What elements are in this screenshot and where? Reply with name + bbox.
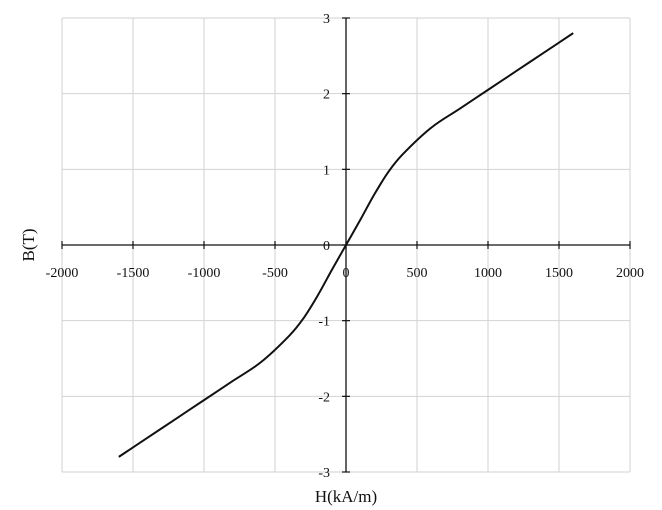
tick-labels: -2000 -1500 -1000 -500 0 500 1000 1500 2000 -3 -2 -… <box>46 12 644 481</box>
x-tick-label: 1500 <box>545 266 573 281</box>
x-tick-label: 500 <box>407 266 428 281</box>
y-tick-label: 2 <box>323 88 330 103</box>
x-axis-label: H(kA/m) <box>315 487 377 506</box>
series-layer <box>118 32 574 458</box>
y-axis-label: B(T) <box>19 228 38 261</box>
y-tick-label: -1 <box>318 315 330 330</box>
x-tick-label: -1000 <box>188 266 221 281</box>
y-tick-label: -3 <box>318 466 330 481</box>
y-tick-label: 3 <box>323 12 330 27</box>
x-tick-label: 2000 <box>616 266 644 281</box>
x-tick-label: -2000 <box>46 266 79 281</box>
y-tick-label: 1 <box>323 163 330 178</box>
y-tick-label: -2 <box>318 390 330 405</box>
x-tick-label: -500 <box>262 266 288 281</box>
x-tick-label: -1500 <box>117 266 150 281</box>
bh-curve-line <box>118 32 574 458</box>
x-tick-label: 1000 <box>474 266 502 281</box>
y-tick-label: 0 <box>323 239 330 254</box>
x-tick-label: 0 <box>343 266 350 281</box>
